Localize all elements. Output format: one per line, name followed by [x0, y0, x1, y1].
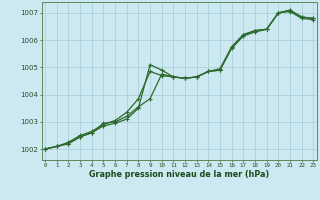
X-axis label: Graphe pression niveau de la mer (hPa): Graphe pression niveau de la mer (hPa) — [89, 170, 269, 179]
